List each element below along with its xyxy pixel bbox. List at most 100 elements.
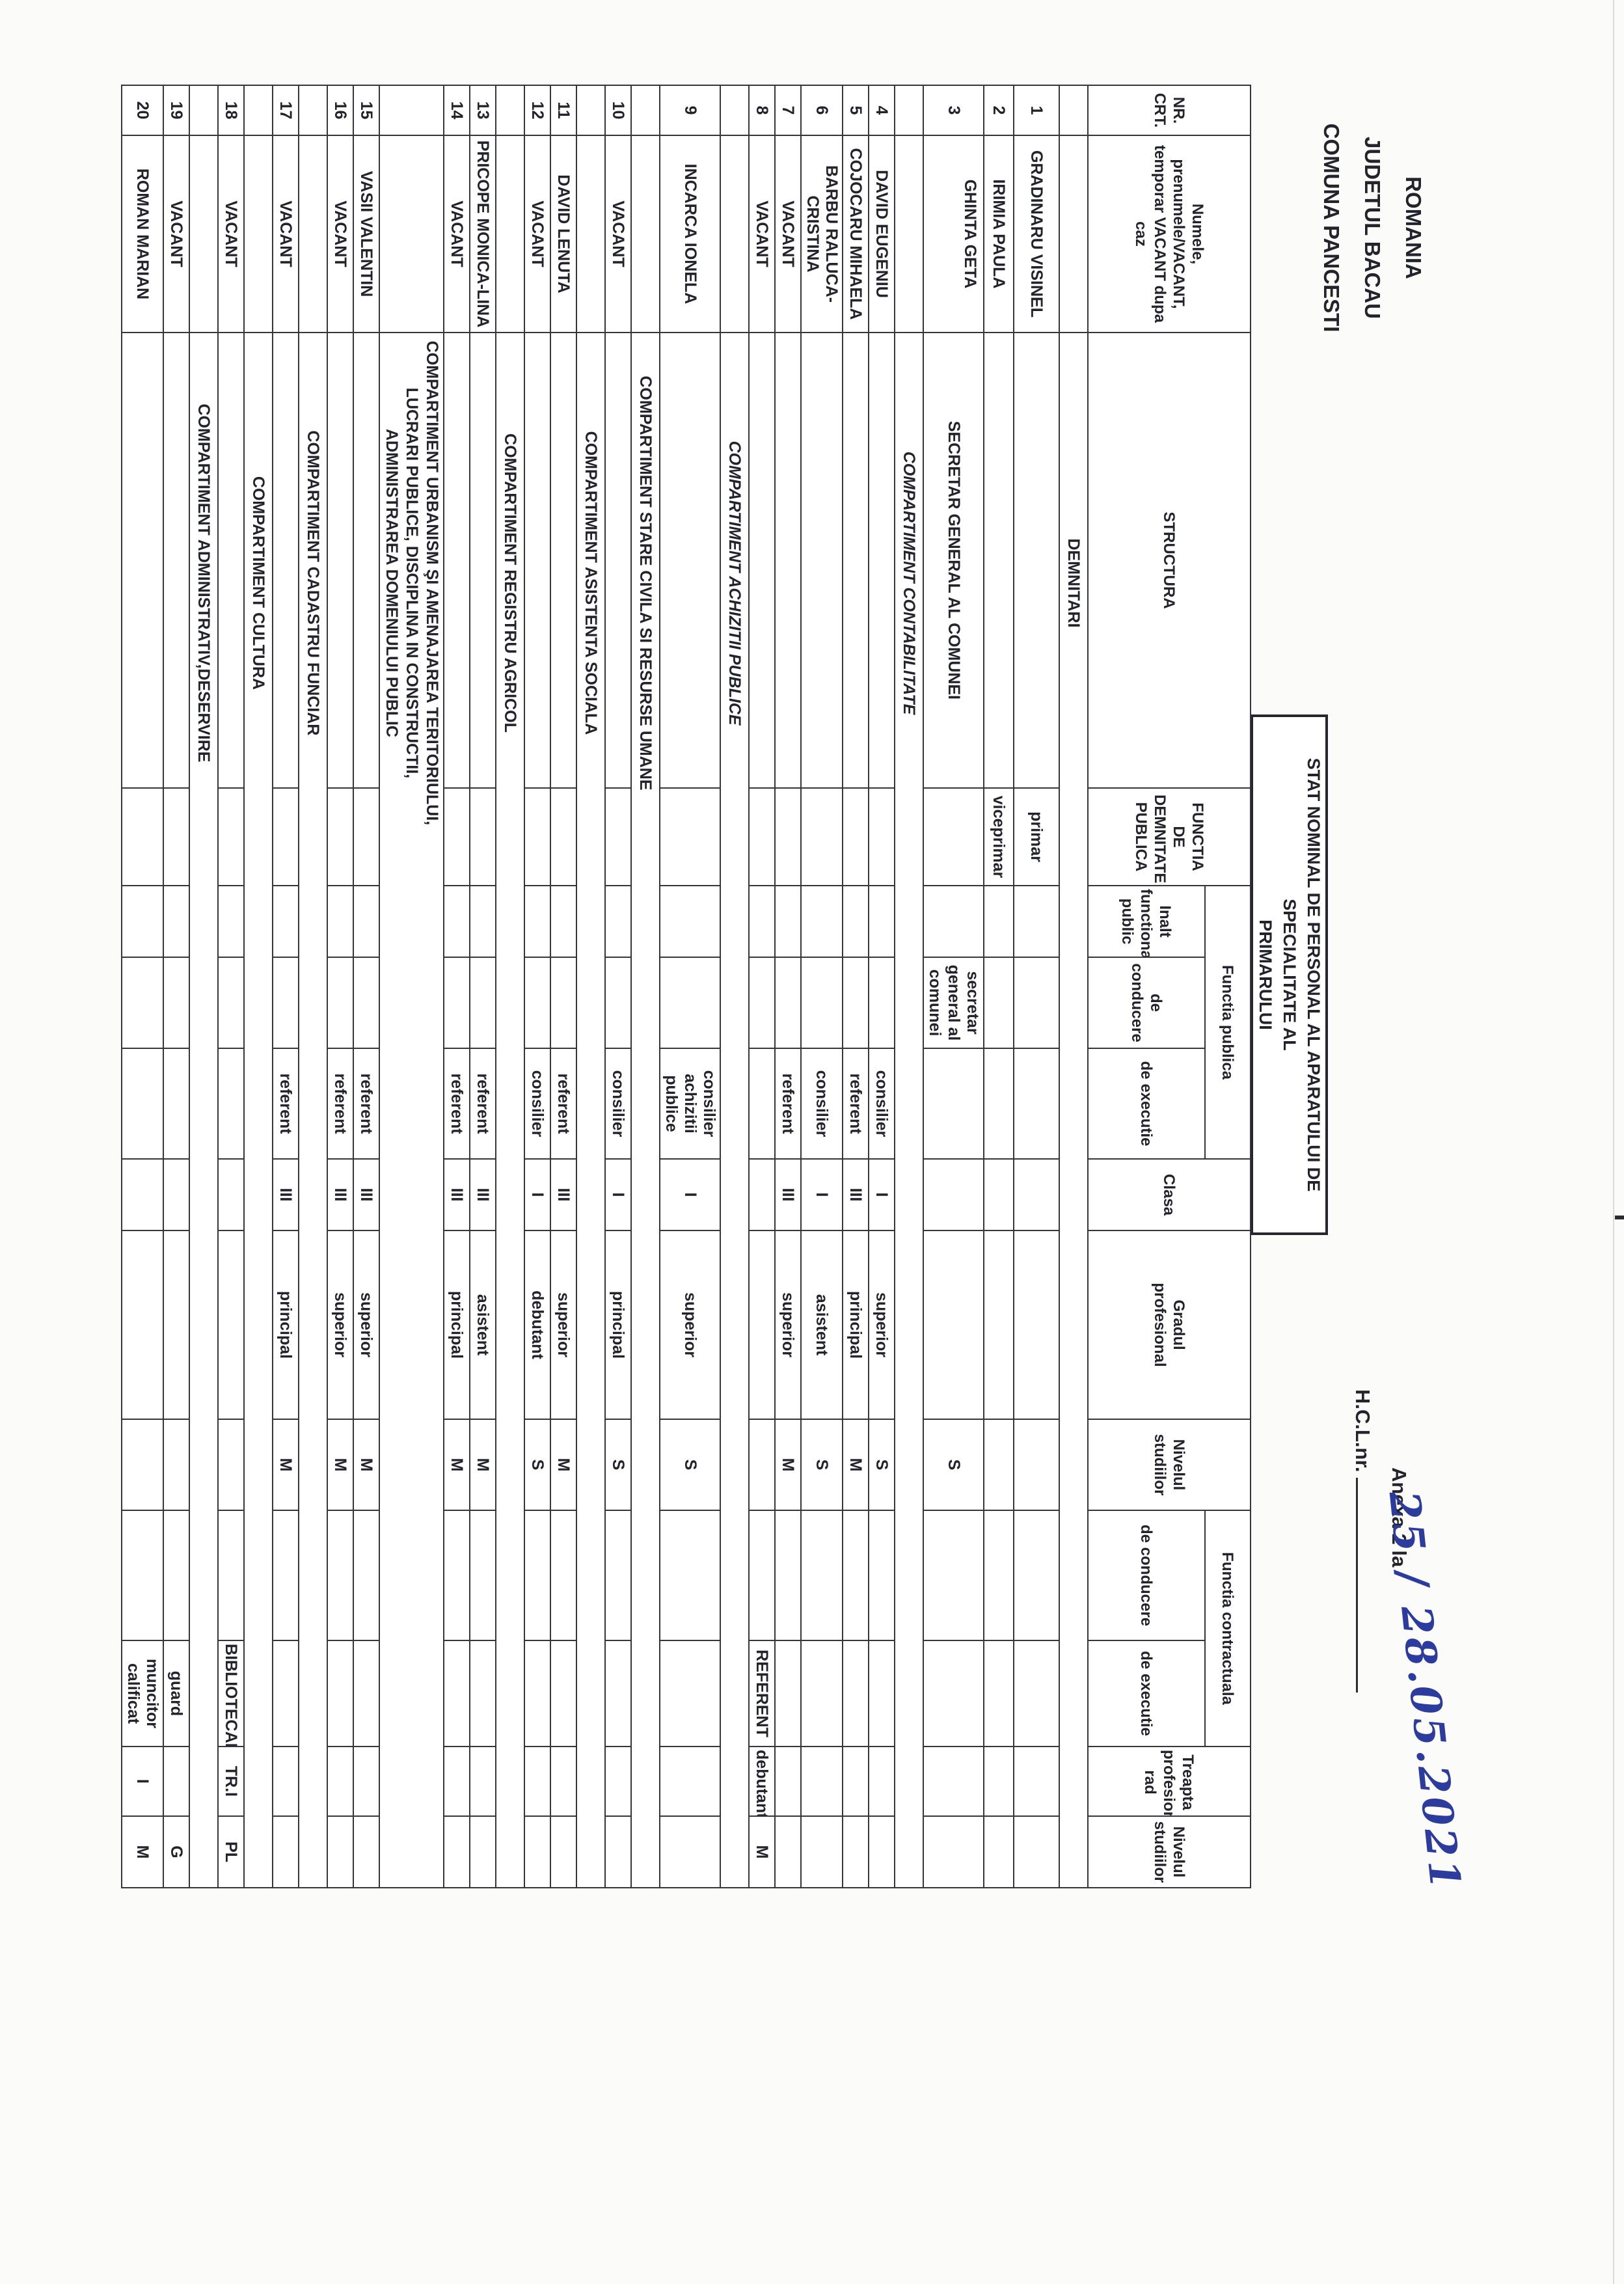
col-group-functia-publica: Functia publica (1205, 886, 1251, 1160)
col-header-fp-conducere: de conducere (1088, 957, 1205, 1048)
cell-nivel-row8 (749, 1419, 775, 1511)
cell-fp-executie-row11: referent (550, 1048, 576, 1160)
cell-fc-conducere-row20 (122, 1510, 163, 1641)
person-row: 14 VACANT referent III principal M (444, 85, 470, 1888)
cell-treapta-row13 (470, 1747, 496, 1817)
cell-fp-conducere-row20 (122, 957, 163, 1048)
cell-fp-executie-row10: consilier (605, 1048, 631, 1160)
person-row: 11 DAVID LENUTA referent III superior M (550, 85, 576, 1888)
cell-fp-inalt-row1 (1014, 886, 1059, 957)
cell-fc-nivel-row2 (984, 1816, 1014, 1888)
cell-demnitate-row14 (444, 788, 470, 886)
section-label: COMPARTIMENT ASISTENTA SOCIALA (576, 333, 605, 1888)
cell-fc-nivel-row3 (923, 1816, 984, 1888)
section-label: COMPARTIMENT URBANISM ŞI AMENAJAREA TERI… (379, 333, 444, 1888)
person-row: 2 IRIMIA PAULA viceprimar (984, 85, 1014, 1888)
cell-fp-executie-row3 (923, 1048, 984, 1160)
cell-fc-conducere-row6 (801, 1510, 843, 1641)
cell-fc-conducere-row5 (843, 1510, 869, 1641)
cell-structura-row7 (775, 333, 801, 788)
cell-nr-row19: 19 (163, 85, 189, 135)
cell-clasa-row6: I (801, 1159, 843, 1231)
cell-structura-row6 (801, 333, 843, 788)
cell-fc-nivel-row6 (801, 1816, 843, 1888)
person-row: 3 GHINTA GETA SECRETAR GENERAL AL COMUNEI s… (923, 85, 984, 1888)
cell-clasa-row18 (218, 1159, 244, 1231)
cell-nr-row2: 2 (984, 85, 1014, 135)
cell-name-row4: DAVID EUGENIU (869, 135, 895, 333)
letterhead-commune: COMUNA PANCESTI (1320, 123, 1344, 333)
cell-grad-row4: superior (869, 1230, 895, 1420)
cell-fp-executie-row2 (984, 1048, 1014, 1160)
hcl-blank-line (1356, 1478, 1377, 1693)
cell-nivel-row3: S (923, 1419, 984, 1511)
cell-empty-nr (299, 85, 327, 135)
cell-fp-inalt-row8 (749, 886, 775, 957)
staff-table: NR. CRT. Numele, prenumele/VACANT, tempo… (121, 85, 1251, 1889)
cell-empty-nr (189, 85, 218, 135)
cell-fc-conducere-row11 (550, 1510, 576, 1641)
cell-fp-conducere-row11 (550, 957, 576, 1048)
cell-clasa-row7: III (775, 1159, 801, 1231)
cell-name-row9: INCARCA IONELA (660, 135, 720, 333)
cell-empty-name (189, 135, 218, 333)
cell-fp-inalt-row9 (660, 886, 720, 957)
cell-structura-row1 (1014, 333, 1059, 788)
col-header-nivel-fp: Nivelul studiilor (1088, 1419, 1251, 1511)
col-group-functia-contractuala: Functia contractuala (1205, 1510, 1251, 1747)
cell-demnitate-row8 (749, 788, 775, 886)
letterhead: ROMANIA JUDETUL BACAU COMUNA PANCESTI (1311, 72, 1434, 384)
cell-treapta-row5 (843, 1747, 869, 1817)
section-row: COMPARTIMENT ADMINISTRATIV,DESERVIRE (189, 85, 218, 1888)
section-label: COMPARTIMENT REGISTRU AGRICOL (496, 333, 524, 1888)
cell-fc-nivel-row7 (775, 1816, 801, 1888)
cell-fc-conducere-row19 (163, 1510, 189, 1641)
cell-demnitate-row13 (470, 788, 496, 886)
cell-empty-name (244, 135, 273, 333)
cell-fp-conducere-row15 (353, 957, 379, 1048)
cell-demnitate-row5 (843, 788, 869, 886)
cell-nr-row5: 5 (843, 85, 869, 135)
cell-treapta-row3 (923, 1747, 984, 1817)
cell-structura-row2 (984, 333, 1014, 788)
cell-structura-row11 (550, 333, 576, 788)
cell-fc-nivel-row16 (327, 1816, 353, 1888)
cell-demnitate-row19 (163, 788, 189, 886)
cell-grad-row10: principal (605, 1230, 631, 1420)
cell-grad-row1 (1014, 1230, 1059, 1420)
cell-fc-nivel-row13 (470, 1816, 496, 1888)
cell-fp-conducere-row18 (218, 957, 244, 1048)
cell-nivel-row20 (122, 1419, 163, 1511)
cell-demnitate-row4 (869, 788, 895, 886)
person-row: 15 VASII VALENTIN referent III superior M (353, 85, 379, 1888)
cell-nivel-row7: M (775, 1419, 801, 1511)
cell-grad-row5: principal (843, 1230, 869, 1420)
cell-nivel-row2 (984, 1419, 1014, 1511)
cell-fp-inalt-row5 (843, 886, 869, 957)
person-row: 9 INCARCA IONELA consilier achizitii publi… (660, 85, 720, 1888)
cell-fc-nivel-row15 (353, 1816, 379, 1888)
title-box: STAT NOMINAL DE PERSONAL AL APARATULUI D… (1251, 714, 1328, 1235)
cell-treapta-row19 (163, 1747, 189, 1817)
cell-fc-executie-row12 (524, 1640, 550, 1747)
cell-empty-nr (379, 85, 444, 135)
cell-clasa-row13: III (470, 1159, 496, 1231)
cell-fp-conducere-row3: secretar general al comunei (923, 957, 984, 1048)
cell-fc-nivel-row11 (550, 1816, 576, 1888)
cell-grad-row15: superior (353, 1230, 379, 1420)
cell-grad-row13: asistent (470, 1230, 496, 1420)
cell-fc-nivel-row8: M (749, 1816, 775, 1888)
cell-fp-conducere-row1 (1014, 957, 1059, 1048)
cell-fc-nivel-row12 (524, 1816, 550, 1888)
cell-name-row11: DAVID LENUTA (550, 135, 576, 333)
cell-grad-row9: superior (660, 1230, 720, 1420)
cell-treapta-row7 (775, 1747, 801, 1817)
cell-name-row19: VACANT (163, 135, 189, 333)
cell-fp-inalt-row14 (444, 886, 470, 957)
cell-structura-row5 (843, 333, 869, 788)
cell-fc-conducere-row15 (353, 1510, 379, 1641)
cell-fc-conducere-row3 (923, 1510, 984, 1641)
cell-name-row1: GRADINARU VISINEL (1014, 135, 1059, 333)
section-label: COMPARTIMENT CULTURA (244, 333, 273, 1888)
